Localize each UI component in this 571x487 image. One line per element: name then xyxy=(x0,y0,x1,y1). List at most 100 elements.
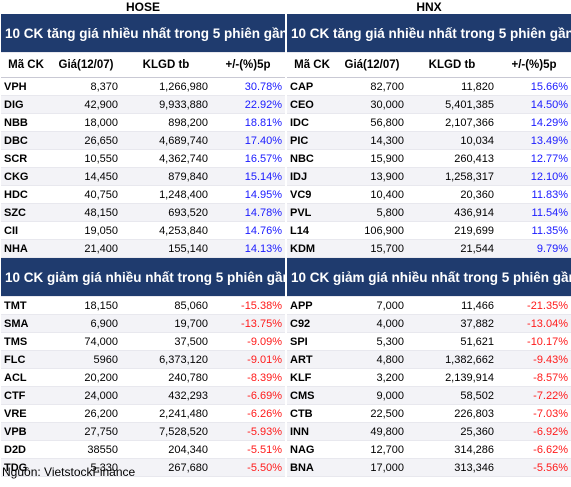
price-cell: 22,500 xyxy=(337,404,407,423)
change-cell: 14.78% xyxy=(211,203,286,222)
change-cell: -9.01% xyxy=(211,350,286,369)
change-cell: -9.43% xyxy=(497,350,571,369)
volume-cell: 5,401,385 xyxy=(407,95,497,114)
volume-cell: 58,502 xyxy=(407,386,497,405)
price-cell: 5,800 xyxy=(337,203,407,222)
volume-cell: 19,700 xyxy=(121,314,211,333)
change-cell: -10.17% xyxy=(497,332,571,351)
volume-cell: 204,340 xyxy=(121,440,211,459)
ticker-cell: IDC xyxy=(287,113,337,132)
change-cell: -7.22% xyxy=(497,386,571,405)
ticker-cell: NAG xyxy=(287,440,337,459)
price-cell: 74,000 xyxy=(51,332,121,351)
ticker-cell: HDC xyxy=(1,185,51,204)
price-cell: 14,300 xyxy=(337,131,407,150)
volume-cell: 436,914 xyxy=(407,203,497,222)
table-row: CII 19,050 4,253,840 14.76% xyxy=(1,221,286,240)
change-cell: 22.92% xyxy=(211,95,286,114)
ticker-cell: TMS xyxy=(1,332,51,351)
table-row: CAP 82,700 11,820 15.66% xyxy=(287,77,571,96)
hnx-gainers-title: 10 CK tăng giá nhiều nhất trong 5 phiên … xyxy=(287,14,571,53)
ticker-cell: SZC xyxy=(1,203,51,222)
ticker-cell: VRE xyxy=(1,404,51,423)
price-cell: 14,450 xyxy=(51,167,121,186)
price-cell: 26,200 xyxy=(51,404,121,423)
volume-cell: 37,500 xyxy=(121,332,211,351)
change-cell: -6.62% xyxy=(497,440,571,459)
volume-cell: 51,621 xyxy=(407,332,497,351)
table-row: VRE 26,200 2,241,480 -6.26% xyxy=(1,404,286,423)
table-row: NBC 15,900 260,413 12.77% xyxy=(287,149,571,168)
price-cell: 56,800 xyxy=(337,113,407,132)
hose-exchange-title: HOSE xyxy=(125,0,160,14)
table-row: ART 4,800 1,382,662 -9.43% xyxy=(287,350,571,369)
price-cell: 10,400 xyxy=(337,185,407,204)
price-cell: 18,150 xyxy=(51,296,121,315)
change-cell: -5.51% xyxy=(211,440,286,459)
volume-cell: 1,248,400 xyxy=(121,185,211,204)
ticker-cell: SCR xyxy=(1,149,51,168)
price-cell: 15,900 xyxy=(337,149,407,168)
change-cell: -7.03% xyxy=(497,404,571,423)
ticker-cell: SMA xyxy=(1,314,51,333)
ticker-cell: L14 xyxy=(287,221,337,240)
volume-cell: 432,293 xyxy=(121,386,211,405)
price-cell: 18,000 xyxy=(51,113,121,132)
change-cell: 15.14% xyxy=(211,167,286,186)
volume-cell: 37,882 xyxy=(407,314,497,333)
ticker-cell: INN xyxy=(287,422,337,441)
ticker-cell: ART xyxy=(287,350,337,369)
table-row: CTB 22,500 226,803 -7.03% xyxy=(287,404,571,423)
ticker-cell: CEO xyxy=(287,95,337,114)
price-cell: 106,900 xyxy=(337,221,407,240)
price-cell: 4,800 xyxy=(337,350,407,369)
header-ticker: Mã CK xyxy=(287,52,337,78)
price-cell: 8,370 xyxy=(51,77,121,96)
change-cell: -8.39% xyxy=(211,368,286,387)
change-cell: 9.79% xyxy=(497,239,571,258)
volume-cell: 85,060 xyxy=(121,296,211,315)
ticker-cell: DBC xyxy=(1,131,51,150)
price-cell: 13,900 xyxy=(337,167,407,186)
change-cell: 11.54% xyxy=(497,203,571,222)
price-cell: 9,000 xyxy=(337,386,407,405)
table-row: BNA 17,000 313,346 -5.56% xyxy=(287,458,571,477)
hose-table: 10 CK tăng giá nhiều nhất trong 5 phiên … xyxy=(1,14,286,477)
table-row: SCR 10,550 4,362,740 16.57% xyxy=(1,149,286,168)
change-cell: -6.69% xyxy=(211,386,286,405)
table-row: APP 7,000 11,466 -21.35% xyxy=(287,296,571,315)
change-cell: -5.56% xyxy=(497,458,571,477)
price-cell: 42,900 xyxy=(51,95,121,114)
ticker-cell: DIG xyxy=(1,95,51,114)
ticker-cell: APP xyxy=(287,296,337,315)
price-cell: 27,750 xyxy=(51,422,121,441)
price-cell: 82,700 xyxy=(337,77,407,96)
change-cell: 18.81% xyxy=(211,113,286,132)
table-row: NHA 21,400 155,140 14.13% xyxy=(1,239,286,258)
hose-losers-title: 10 CK giảm giá nhiều nhất trong 5 phiên … xyxy=(1,257,286,297)
ticker-cell: CTF xyxy=(1,386,51,405)
price-cell: 12,700 xyxy=(337,440,407,459)
hnx-losers-title: 10 CK giảm giá nhiều nhất trong 5 phiên … xyxy=(287,257,571,297)
change-cell: 14.13% xyxy=(211,239,286,258)
price-cell: 19,050 xyxy=(51,221,121,240)
volume-cell: 2,107,366 xyxy=(407,113,497,132)
volume-cell: 1,266,980 xyxy=(121,77,211,96)
price-cell: 6,900 xyxy=(51,314,121,333)
table-row: VC9 10,400 20,360 11.83% xyxy=(287,185,571,204)
ticker-cell: VPB xyxy=(1,422,51,441)
ticker-cell: KDM xyxy=(287,239,337,258)
header-volume: KLGD tb xyxy=(121,52,211,78)
ticker-cell: CTB xyxy=(287,404,337,423)
table-row: DIG 42,900 9,933,880 22.92% xyxy=(1,95,286,114)
table-row: ACL 20,200 240,780 -8.39% xyxy=(1,368,286,387)
volume-cell: 21,544 xyxy=(407,239,497,258)
change-cell: 12.77% xyxy=(497,149,571,168)
table-row: SZC 48,150 693,520 14.78% xyxy=(1,203,286,222)
ticker-cell: VPH xyxy=(1,77,51,96)
volume-cell: 313,346 xyxy=(407,458,497,477)
volume-cell: 267,680 xyxy=(121,458,211,477)
ticker-cell: CKG xyxy=(1,167,51,186)
volume-cell: 4,689,740 xyxy=(121,131,211,150)
